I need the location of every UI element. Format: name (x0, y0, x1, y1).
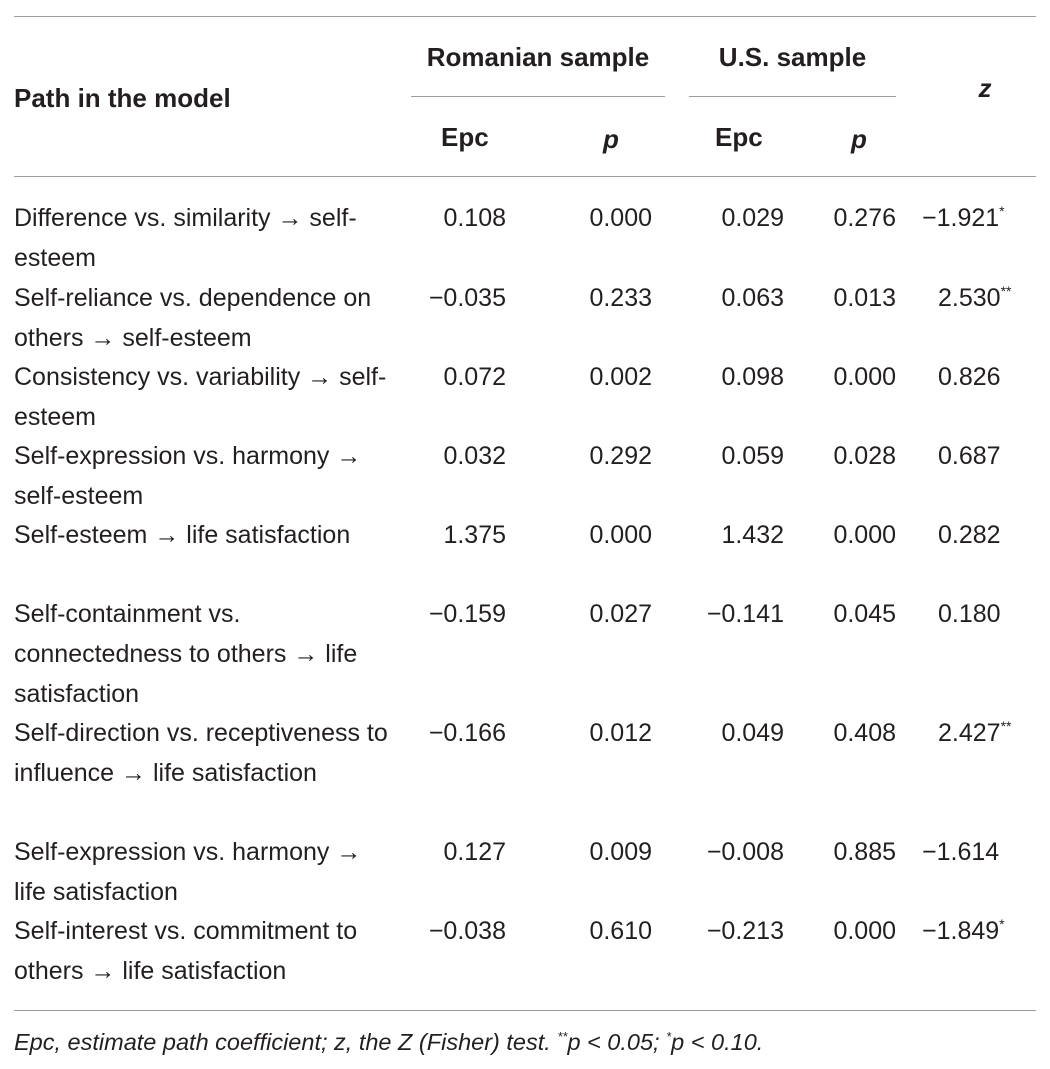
us-epc-header: Epc (715, 122, 763, 152)
table-bottom-rule (14, 1010, 1036, 1011)
romanian-p-cell: 0.009 (589, 838, 652, 866)
z-cell: −1.614 (922, 832, 999, 872)
z-value: 0.282 (938, 521, 1001, 549)
romanian-epc-cell: 0.072 (443, 363, 506, 391)
path-cell: Self-esteem → life satisfaction (14, 521, 351, 549)
z-cell: 0.687 (938, 436, 1001, 476)
z-value: 2.427 (938, 719, 1001, 747)
romanian-p-cell: 0.233 (589, 284, 652, 312)
us-sample-header: U.S. sample (718, 42, 867, 72)
us-epc-cell: 0.098 (721, 363, 784, 391)
us-epc-cell: −0.141 (706, 600, 784, 628)
path-cell: Self-direction vs. receptiveness to infl… (14, 719, 388, 787)
z-column-header: z (978, 73, 992, 103)
z-value: 0.826 (938, 363, 1001, 391)
us-epc-cell: −0.008 (706, 838, 784, 866)
romanian-sample-header: Romanian sample (426, 42, 650, 72)
z-significance-mark: ** (1000, 283, 1012, 299)
romanian-epc-cell: −0.038 (428, 917, 506, 945)
z-cell: 0.180 (938, 594, 1001, 634)
romanian-p-cell: 0.610 (589, 917, 652, 945)
z-value: −1.614 (922, 838, 1000, 866)
z-significance-mark: * (999, 916, 1005, 932)
z-cell: 0.282 (938, 515, 1001, 555)
us-epc-cell: 0.063 (721, 284, 784, 312)
z-value: −1.849 (922, 917, 1000, 945)
footnote-text-b: p < 0.05; (567, 1029, 667, 1055)
romanian-p-cell: 0.012 (589, 719, 652, 747)
romanian-p-cell: 0.002 (589, 363, 652, 391)
romanian-p-cell: 0.027 (589, 600, 652, 628)
romanian-p-cell: 0.000 (589, 521, 652, 549)
us-epc-cell: −0.213 (706, 917, 784, 945)
us-p-cell: 0.276 (833, 204, 896, 232)
z-value: 2.530 (938, 284, 1001, 312)
romanian-epc-cell: 0.032 (443, 442, 506, 470)
footnote-sig-double: ** (557, 1029, 568, 1044)
us-p-cell: 0.028 (833, 442, 896, 470)
us-p-cell: 0.000 (833, 521, 896, 549)
path-cell: Self-containment vs. connectedness to ot… (14, 600, 358, 708)
romanian-epc-cell: 1.375 (443, 521, 506, 549)
footnote-sig-single: * (666, 1029, 672, 1044)
us-p-cell: 0.408 (833, 719, 896, 747)
path-cell: Self-reliance vs. dependence on others →… (14, 284, 372, 352)
romanian-p-header: p (603, 124, 619, 154)
romanian-epc-cell: −0.166 (428, 719, 506, 747)
path-cell: Self-expression vs. harmony → self-estee… (14, 442, 362, 510)
z-cell: −1.921* (922, 198, 1005, 238)
us-epc-cell: 0.049 (721, 719, 784, 747)
path-cell: Self-expression vs. harmony → life satis… (14, 838, 362, 906)
path-column-header: Path in the model (14, 83, 231, 113)
romanian-p-cell: 0.292 (589, 442, 652, 470)
us-sample-underline (689, 96, 896, 97)
us-p-cell: 0.000 (833, 917, 896, 945)
z-significance-mark: ** (1000, 718, 1012, 734)
z-significance-mark: * (999, 203, 1005, 219)
us-p-cell: 0.000 (833, 363, 896, 391)
us-p-cell: 0.013 (833, 284, 896, 312)
path-cell: Difference vs. similarity → self-esteem (14, 204, 357, 272)
romanian-epc-cell: −0.035 (428, 284, 506, 312)
us-p-cell: 0.045 (833, 600, 896, 628)
z-value: 0.180 (938, 600, 1001, 628)
z-value: 0.687 (938, 442, 1001, 470)
z-cell: 2.530** (938, 278, 1011, 318)
romanian-epc-header: Epc (441, 122, 489, 152)
path-cell: Consistency vs. variability → self-estee… (14, 363, 387, 431)
romanian-epc-cell: −0.159 (428, 600, 506, 628)
header-bottom-rule (14, 176, 1036, 177)
z-cell: 0.826 (938, 357, 1001, 397)
z-cell: 2.427** (938, 713, 1011, 753)
romanian-sample-underline (411, 96, 665, 97)
romanian-p-cell: 0.000 (589, 204, 652, 232)
us-epc-cell: 1.432 (721, 521, 784, 549)
us-epc-cell: 0.059 (721, 442, 784, 470)
table-footnote: Epc, estimate path coefficient; z, the Z… (14, 1022, 763, 1062)
us-epc-cell: 0.029 (721, 204, 784, 232)
us-p-header: p (851, 124, 867, 154)
romanian-epc-cell: 0.127 (443, 838, 506, 866)
us-p-cell: 0.885 (833, 838, 896, 866)
path-cell: Self-interest vs. commitment to others →… (14, 917, 358, 985)
footnote-text-a: Epc, estimate path coefficient; z, the Z… (14, 1029, 558, 1055)
z-cell: −1.849* (922, 911, 1005, 951)
z-value: −1.921 (922, 204, 1000, 232)
romanian-epc-cell: 0.108 (443, 204, 506, 232)
footnote-text-c: p < 0.10. (671, 1029, 764, 1055)
top-rule (14, 16, 1036, 17)
